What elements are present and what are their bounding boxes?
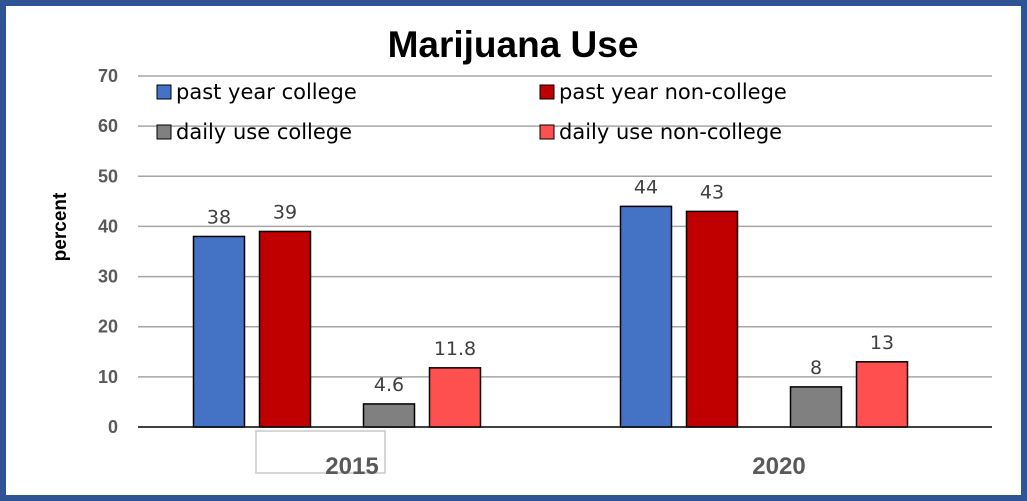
- legend-label: daily use college: [176, 120, 352, 144]
- legend-swatch: [156, 84, 172, 100]
- legend-label: past year non-college: [559, 80, 787, 104]
- bar: [362, 403, 416, 428]
- y-tick-label: 10: [98, 367, 118, 387]
- selection-box: [255, 430, 386, 474]
- data-label: 13: [870, 332, 894, 354]
- bar: [192, 235, 246, 428]
- data-label: 44: [634, 176, 658, 198]
- bar: [258, 230, 312, 428]
- y-tick-label: 30: [98, 267, 118, 287]
- y-axis-label: percent: [50, 192, 71, 261]
- legend-swatch: [539, 124, 555, 140]
- y-tick-label: 60: [98, 116, 118, 136]
- legend-label: daily use non-college: [559, 120, 782, 144]
- data-label: 11.8: [434, 338, 476, 360]
- data-label: 38: [207, 206, 231, 228]
- bar: [789, 386, 843, 428]
- y-tick-label: 20: [98, 317, 118, 337]
- legend: past year college past year non-college da…: [156, 80, 787, 144]
- bar: [685, 210, 739, 428]
- legend-swatch: [156, 124, 172, 140]
- data-label: 4.6: [374, 374, 404, 396]
- y-tick-label: 0: [108, 417, 118, 437]
- legend-item: past year non-college: [539, 80, 787, 104]
- data-label: 43: [700, 181, 724, 203]
- data-labels: 38 44 39 43 4.6 8 11.8 13: [207, 176, 894, 396]
- data-label: 39: [273, 201, 297, 223]
- bars: [192, 205, 909, 428]
- y-tick-label: 50: [98, 166, 118, 186]
- x-axis-ticks: 2015 2020: [325, 453, 805, 480]
- x-tick-label: 2020: [752, 453, 805, 480]
- legend-item: past year college: [156, 80, 357, 104]
- legend-item: daily use college: [156, 120, 352, 144]
- bar: [428, 367, 482, 428]
- legend-swatch: [539, 84, 555, 100]
- y-tick-label: 40: [98, 216, 118, 236]
- legend-item: daily use non-college: [539, 120, 782, 144]
- bar: [855, 361, 909, 428]
- chart-title: Marijuana Use: [388, 24, 639, 65]
- y-axis-ticks: 0 10 20 30 40 50 60 70: [98, 66, 118, 437]
- legend-label: past year college: [176, 80, 357, 104]
- bar: [619, 205, 673, 428]
- data-label: 8: [810, 357, 822, 379]
- x-tick-label: 2015: [325, 453, 378, 480]
- y-tick-label: 70: [98, 66, 118, 86]
